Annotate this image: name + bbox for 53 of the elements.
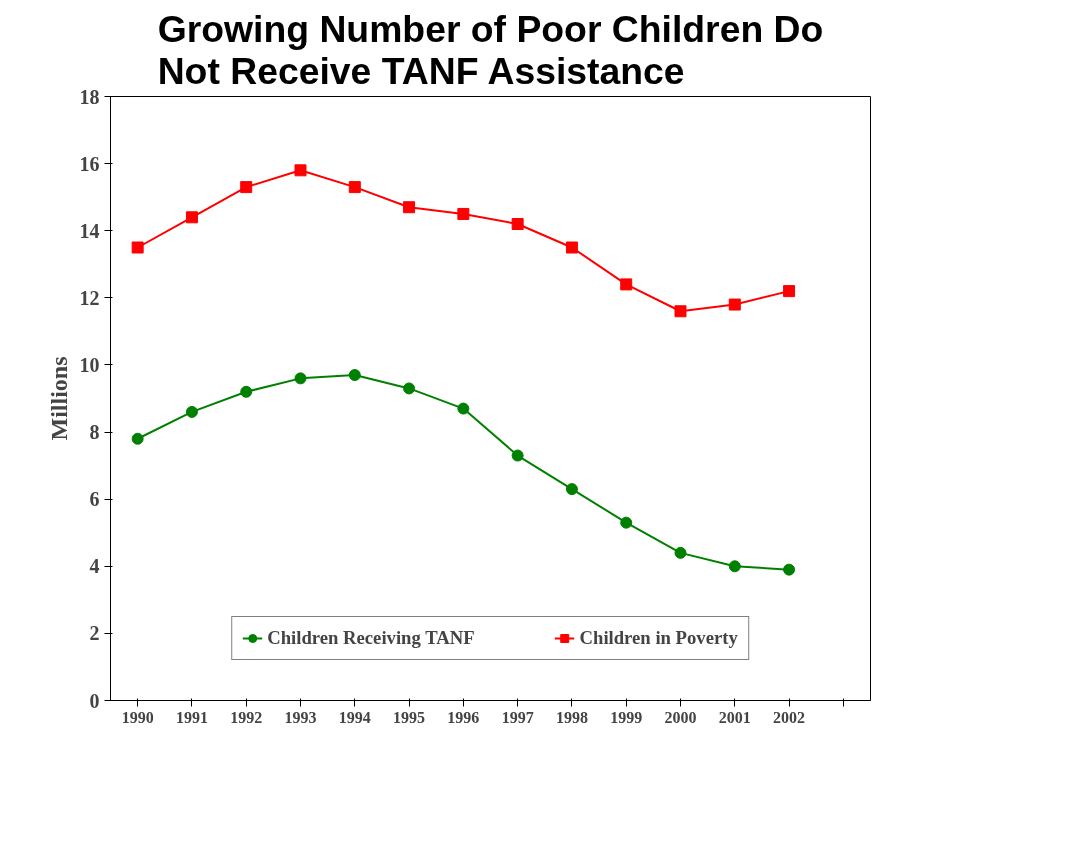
- point: [457, 402, 470, 415]
- point: [783, 285, 796, 298]
- point: [403, 382, 416, 395]
- x-tick-label: 2002: [773, 708, 806, 726]
- point: [511, 449, 524, 462]
- point: [565, 241, 578, 254]
- x-tick-label: 1997: [501, 708, 534, 726]
- x-tick-label: 1995: [393, 708, 426, 726]
- y-tick-label: 6: [89, 488, 100, 511]
- point: [131, 241, 144, 254]
- x-tick-label: 1993: [284, 708, 317, 726]
- y-tick-label: 12: [79, 286, 100, 309]
- y-axis-title: Millions: [45, 356, 72, 441]
- point: [403, 201, 416, 214]
- point: [348, 181, 361, 194]
- point: [728, 298, 741, 311]
- point: [620, 516, 633, 529]
- point: [783, 563, 796, 576]
- x-tick-label: 1998: [555, 708, 588, 726]
- point: [131, 432, 144, 445]
- point: [294, 164, 307, 177]
- y-tick-label: 0: [89, 689, 100, 712]
- x-tick-label: 1994: [338, 708, 371, 726]
- x-tick-label: 1990: [121, 708, 154, 726]
- y-tick-label: 10: [79, 353, 100, 376]
- y-tick-label: 8: [89, 421, 100, 444]
- point: [511, 218, 524, 231]
- legend-label: Children Receiving TANF: [267, 627, 475, 649]
- chart-title: Growing Number of Poor Children Do Not Receive TANF Assistance: [157, 7, 824, 92]
- x-tick-label: 1991: [175, 708, 208, 726]
- x-tick-label: 1992: [230, 708, 263, 726]
- x-tick-label: 2001: [718, 708, 751, 726]
- point: [457, 207, 470, 220]
- x-tick-label: 2000: [664, 708, 697, 726]
- point: [348, 369, 361, 381]
- point: [240, 385, 253, 398]
- point: [674, 305, 687, 318]
- y-tick-label: 2: [89, 622, 100, 645]
- point: [185, 405, 198, 418]
- x-tick-label: 1999: [610, 708, 643, 726]
- x-tick-label: 1996: [447, 708, 480, 726]
- legend-label: Children in Poverty: [579, 627, 738, 649]
- point: [294, 372, 307, 385]
- point: [620, 278, 633, 291]
- y-tick-label: 16: [79, 152, 100, 175]
- point: [185, 211, 198, 224]
- point: [240, 181, 253, 194]
- y-tick-label: 18: [79, 85, 100, 108]
- y-tick-label: 4: [89, 555, 100, 578]
- point: [728, 560, 741, 573]
- point: [565, 483, 578, 496]
- point: [674, 546, 687, 559]
- y-tick-label: 14: [79, 219, 100, 242]
